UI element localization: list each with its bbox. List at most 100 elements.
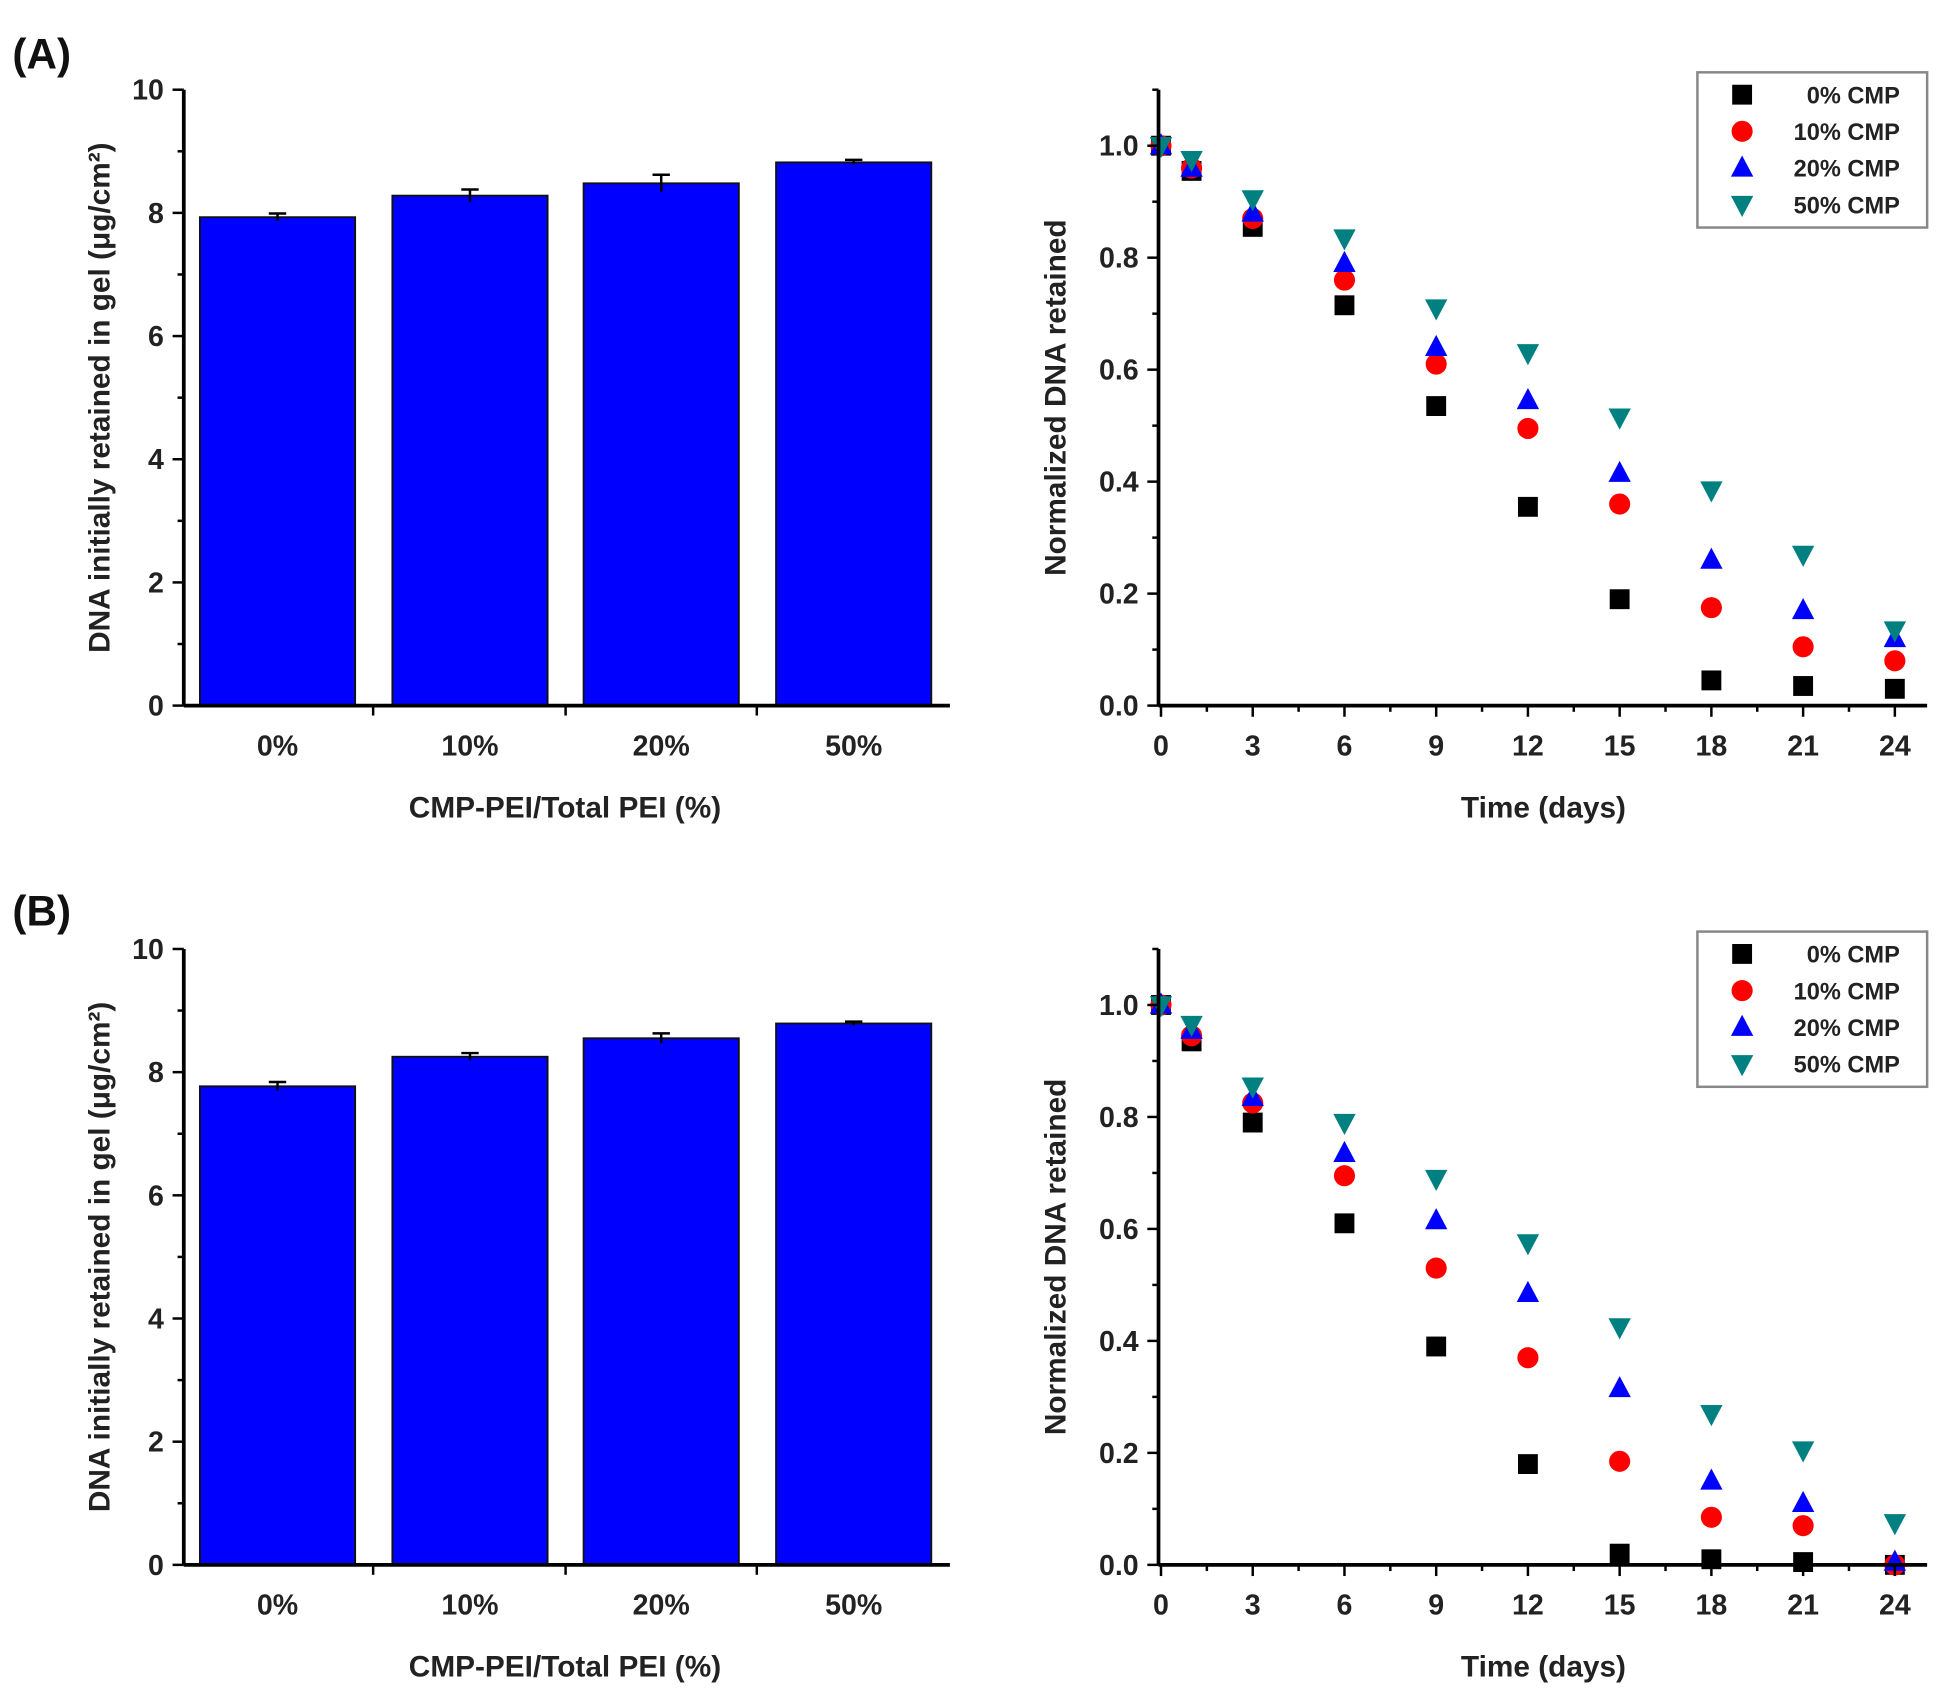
legend-label: 20% CMP (1794, 1015, 1900, 1041)
scatter-b-ylabel: Normalized DNA retained (1039, 1079, 1072, 1436)
marker-triangle-down (1608, 1318, 1631, 1340)
marker-triangle-down (1516, 344, 1540, 366)
marker-triangle-up (1516, 388, 1540, 410)
marker-triangle-down (1333, 1113, 1356, 1135)
marker-triangle-up (1608, 460, 1631, 482)
marker-triangle-up (1333, 1140, 1356, 1163)
scatter-b-xlabel: Time (days) (1461, 1651, 1626, 1684)
x-tick-label: 24 (1879, 1590, 1911, 1622)
x-tick-label: 10% (441, 730, 498, 762)
y-tick-label: 0.2 (1099, 579, 1139, 611)
marker-triangle-up (1425, 1208, 1448, 1230)
y-tick-label: 6 (148, 1180, 164, 1212)
x-tick-label: 12 (1512, 730, 1544, 762)
bar-20% (582, 182, 740, 707)
marker-square (1732, 84, 1753, 105)
marker-circle (1333, 1165, 1356, 1187)
legend: 0% CMP 10% CMP 20% CMP 50% CMP (1696, 930, 1929, 1089)
x-tick-label: 0 (1153, 1590, 1169, 1622)
marker-triangle-down (1730, 1055, 1754, 1077)
bar-10% (391, 1055, 549, 1566)
x-tick-label: 0 (1153, 730, 1169, 762)
y-tick-label: 0 (148, 1550, 164, 1582)
x-tick-label: 6 (1337, 730, 1353, 762)
bar-b-ylabel: DNA initially retained in gel (μg/cm²) (83, 1002, 116, 1513)
marker-triangle-down (1608, 408, 1631, 430)
y-tick-label: 0.4 (1099, 1326, 1139, 1358)
bar-b-xlabel: CMP-PEI/Total PEI (%) (409, 1651, 721, 1684)
x-tick-label: 21 (1787, 730, 1819, 762)
scatter-a-ylabel: Normalized DNA retained (1039, 219, 1072, 576)
x-tick-label: 0% (257, 1590, 298, 1622)
x-tick-label: 50% (825, 1590, 882, 1622)
marker-circle (1333, 269, 1356, 291)
marker-triangle-down (1730, 195, 1754, 217)
marker-triangle-up (1425, 334, 1448, 356)
panel-label-b: (B) (12, 887, 71, 934)
y-tick-label: 4 (148, 1303, 164, 1335)
y-tick-label: 6 (148, 321, 164, 353)
scatter-a-xlabel: Time (days) (1461, 791, 1626, 824)
legend-label: 10% CMP (1794, 119, 1900, 145)
marker-triangle-down (1425, 1169, 1448, 1191)
y-tick-label: 0 (148, 691, 164, 723)
marker-triangle-down (1149, 137, 1173, 159)
marker-circle (1792, 636, 1814, 658)
marker-square (1701, 670, 1722, 691)
marker-triangle-down (1241, 190, 1264, 212)
marker-triangle-up (1700, 547, 1723, 569)
y-tick-label: 0.8 (1099, 1102, 1139, 1134)
x-tick-label: 12 (1512, 1590, 1544, 1622)
x-tick-label: 6 (1337, 1590, 1353, 1622)
marker-triangle-down (1180, 1015, 1203, 1037)
x-tick-label: 50% (825, 730, 882, 762)
marker-square (1793, 1552, 1814, 1572)
y-tick-label: 10 (132, 75, 164, 107)
marker-triangle-down (1333, 229, 1356, 251)
y-tick-label: 0.8 (1099, 243, 1139, 275)
y-tick-label: 8 (148, 198, 164, 230)
marker-circle (1700, 1506, 1722, 1528)
x-tick-label: 24 (1879, 730, 1911, 762)
series-50-cmp (1149, 137, 1907, 643)
marker-square (1242, 1112, 1263, 1133)
legend-label: 0% CMP (1807, 942, 1900, 968)
marker-triangle-up (1608, 1376, 1631, 1398)
marker-triangle-down (1883, 621, 1907, 643)
y-tick-label: 0.6 (1099, 355, 1139, 387)
series-50-cmp (1149, 996, 1907, 1536)
marker-triangle-up (1791, 597, 1815, 620)
marker-circle (1425, 353, 1447, 375)
marker-circle (1792, 1515, 1814, 1537)
y-tick-label: 2 (148, 1427, 164, 1459)
marker-circle (1609, 493, 1631, 515)
marker-triangle-up (1516, 1280, 1540, 1303)
marker-circle (1700, 597, 1722, 619)
legend-label: 20% CMP (1794, 156, 1900, 182)
y-tick-label: 4 (148, 444, 164, 476)
x-tick-label: 20% (633, 1590, 690, 1622)
marker-triangle-down (1700, 1404, 1723, 1427)
marker-triangle-up (1700, 1468, 1723, 1490)
x-tick-label: 15 (1604, 1590, 1636, 1622)
x-tick-label: 15 (1604, 730, 1636, 762)
marker-circle (1517, 417, 1539, 440)
marker-square (1334, 295, 1355, 316)
marker-circle (1517, 1347, 1539, 1369)
bar-10% (391, 194, 549, 707)
y-tick-label: 1.0 (1099, 131, 1139, 163)
marker-square (1732, 944, 1753, 964)
marker-square (1609, 589, 1630, 610)
x-tick-label: 3 (1245, 1590, 1261, 1622)
marker-triangle-down (1149, 996, 1173, 1018)
bar-50% (775, 161, 933, 707)
y-tick-label: 0.0 (1099, 691, 1139, 723)
marker-square (1517, 1454, 1538, 1475)
y-tick-label: 0.2 (1099, 1438, 1139, 1470)
marker-triangle-down (1241, 1077, 1264, 1099)
panel-label-a: (A) (12, 31, 71, 78)
x-tick-label: 18 (1696, 730, 1728, 762)
marker-triangle-down (1791, 1441, 1815, 1463)
marker-triangle-up (1333, 250, 1356, 272)
marker-triangle-down (1180, 151, 1203, 173)
